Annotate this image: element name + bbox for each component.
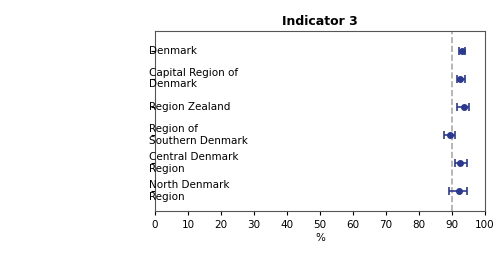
Text: Region of
Southern Denmark: Region of Southern Denmark xyxy=(149,124,248,146)
Text: Denmark: Denmark xyxy=(149,45,197,56)
Text: Central Denmark
Region: Central Denmark Region xyxy=(149,152,238,174)
Text: Region Zealand: Region Zealand xyxy=(149,102,230,112)
Text: North Denmark
Region: North Denmark Region xyxy=(149,180,230,202)
X-axis label: %: % xyxy=(315,233,325,243)
Text: Capital Region of
Denmark: Capital Region of Denmark xyxy=(149,68,238,89)
Title: Indicator 3: Indicator 3 xyxy=(282,15,358,28)
